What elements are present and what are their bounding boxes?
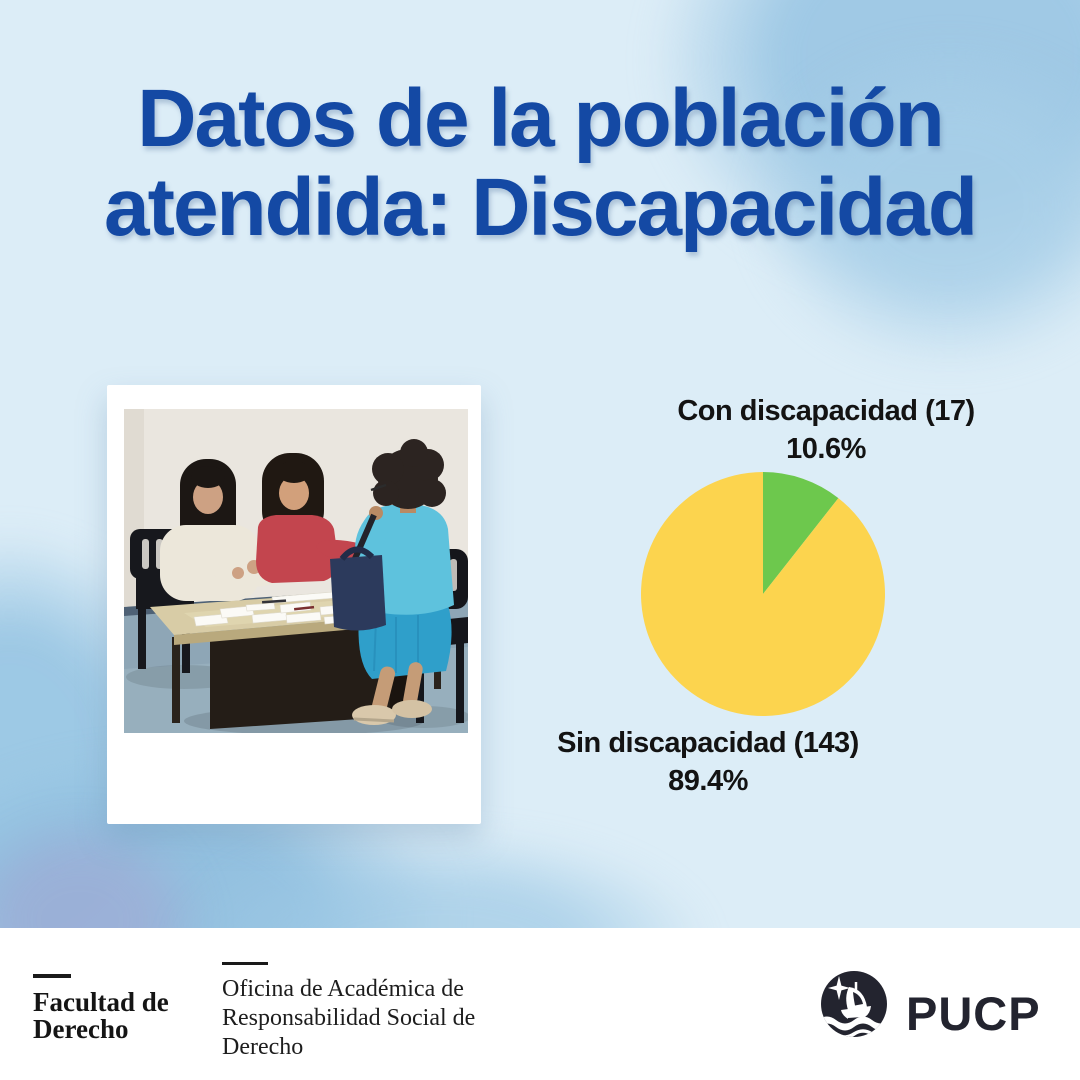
title-line-1: Datos de la población	[137, 73, 944, 164]
office-text: Oficina de Académica de Responsabilidad …	[222, 976, 476, 1060]
pie-slice-sin-discapacidad	[641, 472, 886, 716]
office-block: Oficina de Académica de Responsabilidad …	[222, 962, 500, 1062]
pucp-ship-logo-icon	[818, 968, 890, 1045]
pie-label-con-discapacidad-text: Con discapacidad (17)	[677, 395, 975, 427]
pie-slice-con-discapacidad	[763, 472, 839, 594]
title-line-2: atendida: Discapacidad	[104, 162, 978, 253]
pucp-wordmark: PUCP	[906, 987, 1041, 1040]
pie-label-sin-discapacidad-text: Sin discapacidad (143)	[557, 727, 859, 759]
photo-polaroid	[107, 385, 481, 824]
pie-label-sin-discapacidad: Sin discapacidad (143) 89.4%	[528, 724, 888, 800]
photo-illustration	[124, 409, 468, 733]
faculty-line-1: Facultad de	[33, 987, 169, 1017]
faculty-rule	[33, 974, 71, 978]
pie-label-sin-discapacidad-percent: 89.4%	[668, 765, 748, 797]
footer-bar: Facultad de Derecho Oficina de Académica…	[0, 928, 1080, 1080]
faculty-block: Facultad de Derecho	[33, 974, 169, 1043]
pie-chart	[641, 472, 886, 716]
pie-label-con-discapacidad-percent: 10.6%	[786, 433, 866, 465]
page-title: Datos de la población atendida: Discapac…	[0, 74, 1080, 252]
pie-label-con-discapacidad: Con discapacidad (17) 10.6%	[646, 392, 1006, 468]
photo-of-attention-desk	[124, 409, 468, 733]
office-rule	[222, 962, 268, 965]
faculty-line-2: Derecho	[33, 1014, 129, 1044]
